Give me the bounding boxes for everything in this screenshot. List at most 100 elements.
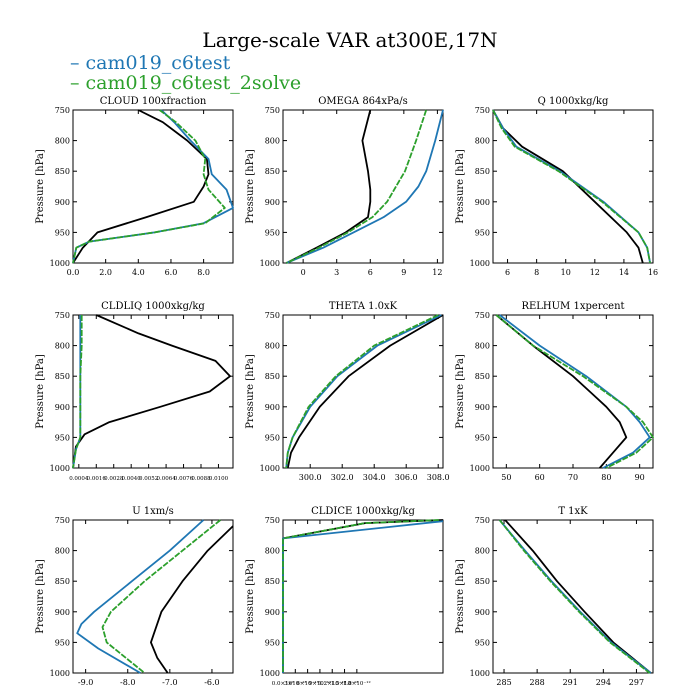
- y-tick-label: 1000: [470, 259, 490, 268]
- plot-frame: [72, 519, 234, 674]
- series-line-control: [285, 109, 372, 264]
- x-tick-label: 0.0004: [69, 476, 89, 482]
- x-tick-label: 306.0: [395, 473, 418, 482]
- y-axis-label: Pressure [hPa]: [35, 149, 46, 224]
- panel-title: Q 1000xkg/kg: [538, 96, 609, 107]
- series-line-control: [72, 109, 210, 264]
- series-line-control: [492, 109, 644, 264]
- y-tick-label: 900: [55, 608, 70, 617]
- y-tick-label: 850: [475, 167, 490, 176]
- y-tick-label: 850: [265, 167, 280, 176]
- plot-frame: [282, 519, 444, 674]
- y-tick-label: 800: [265, 137, 280, 146]
- y-tick-label: 750: [475, 516, 490, 525]
- plot-frame: [492, 314, 654, 469]
- x-tick-label: 0.0×10⁰: [272, 680, 295, 687]
- panel-title: OMEGA 864xPa/s: [318, 96, 408, 107]
- y-tick-label: 900: [265, 403, 280, 412]
- series-line-cam019-c6test: [76, 519, 205, 674]
- plot-frame: [492, 109, 654, 264]
- panel-title: CLDICE 1000xkg/kg: [311, 506, 415, 517]
- x-tick-label: 1.2×10⁻¹²: [318, 680, 346, 687]
- y-tick-label: 850: [55, 372, 70, 381]
- chart-panel-3: Q 1000xkg/kg Pressure [hPa] 750 800 850 900 95…: [455, 96, 658, 277]
- x-tick-label: -8.0: [120, 678, 135, 687]
- x-tick-label: 6×10⁻¹³: [296, 680, 318, 687]
- y-tick-label: 1000: [260, 669, 280, 678]
- x-tick-label: 0.0016: [87, 476, 107, 482]
- plot-frame: [492, 519, 654, 674]
- series-line-cam019-c6test: [499, 314, 651, 469]
- y-tick-label: 950: [55, 433, 70, 442]
- y-tick-label: 1000: [50, 669, 70, 678]
- chart-panel-4: CLDLIQ 1000xkg/kg Pressure [hPa] 750 800 850…: [35, 301, 234, 482]
- y-axis-label: Pressure [hPa]: [455, 559, 466, 634]
- y-tick-label: 900: [55, 198, 70, 207]
- figure-title: Large-scale VAR at300E,17N: [202, 28, 498, 52]
- x-tick-label: 0.0076: [174, 476, 194, 482]
- x-tick-label: 90: [635, 473, 645, 482]
- y-tick-label: 950: [55, 638, 70, 647]
- x-tick-label: 10: [561, 268, 571, 277]
- x-tick-label: 16: [648, 268, 658, 277]
- x-tick-label: 302.0: [331, 473, 354, 482]
- y-tick-label: 750: [55, 311, 70, 320]
- y-tick-label: 1000: [50, 259, 70, 268]
- x-tick-label: 304.0: [363, 473, 386, 482]
- chart-panel-7: U 1xm/s Pressure [hPa] 750 800 850 900 950 1000…: [35, 506, 234, 687]
- plot-frame: [72, 109, 234, 264]
- legend-entry-c6test: – cam019_c6test: [70, 52, 231, 74]
- x-tick-label: 8.0: [197, 268, 210, 277]
- x-tick-label: 14: [619, 268, 629, 277]
- x-tick-label: 308.0: [427, 473, 450, 482]
- series-line-cam019-c6test-2solve: [72, 109, 226, 264]
- y-axis-label: Pressure [hPa]: [245, 149, 256, 224]
- y-tick-label: 950: [265, 228, 280, 237]
- x-tick-label: 0: [301, 268, 306, 277]
- series-line-cam019-c6test: [285, 314, 442, 469]
- x-tick-label: 3×10⁻¹³: [284, 680, 306, 687]
- x-tick-label: 285: [496, 678, 511, 687]
- x-tick-label: 0.0100: [209, 476, 229, 482]
- y-axis-label: Pressure [hPa]: [455, 354, 466, 429]
- plot-frame: [282, 314, 444, 469]
- y-tick-label: 950: [265, 433, 280, 442]
- series-line-control: [286, 314, 444, 469]
- x-tick-label: 6: [505, 268, 510, 277]
- y-tick-label: 750: [55, 106, 70, 115]
- x-tick-label: 80: [601, 473, 611, 482]
- series-line-cam019-c6test-2solve: [72, 315, 83, 469]
- x-tick-label: 297: [629, 678, 644, 687]
- series-line-control: [72, 314, 232, 469]
- y-tick-label: 950: [475, 228, 490, 237]
- series-line-cam019-c6test-2solve: [492, 109, 651, 264]
- series-line-cam019-c6test: [498, 519, 652, 674]
- chart-panel-9: T 1xK Pressure [hPa] 750 800 850 900 950 1000 28…: [455, 506, 654, 687]
- x-tick-label: 12: [590, 268, 600, 277]
- y-tick-label: 900: [475, 198, 490, 207]
- panel-title: CLDLIQ 1000xkg/kg: [101, 301, 205, 312]
- y-tick-label: 950: [475, 638, 490, 647]
- y-tick-label: 800: [55, 342, 70, 351]
- y-tick-label: 800: [475, 342, 490, 351]
- y-tick-label: 800: [265, 342, 280, 351]
- x-tick-label: 6: [368, 268, 373, 277]
- y-tick-label: 900: [265, 608, 280, 617]
- series-line-control: [282, 519, 444, 673]
- chart-panel-1: CLOUD 100xfraction Pressure [hPa] 750 800 85…: [35, 96, 234, 277]
- y-tick-label: 750: [265, 516, 280, 525]
- x-tick-label: 60: [535, 473, 545, 482]
- y-tick-label: 1000: [260, 464, 280, 473]
- chart-panel-2: OMEGA 864xPa/s Pressure [hPa] 750 800 850 900…: [245, 96, 444, 277]
- y-axis-label: Pressure [hPa]: [35, 354, 46, 429]
- y-tick-label: 1000: [470, 464, 490, 473]
- x-tick-label: 294: [596, 678, 611, 687]
- x-tick-label: 291: [563, 678, 578, 687]
- x-tick-label: 0.0028: [104, 476, 124, 482]
- series-line-cam019-c6test-2solve: [498, 519, 651, 674]
- x-tick-label: 3: [334, 268, 339, 277]
- y-tick-label: 850: [475, 577, 490, 586]
- y-tick-label: 750: [265, 106, 280, 115]
- x-tick-label: 9×10⁻¹³: [309, 680, 331, 687]
